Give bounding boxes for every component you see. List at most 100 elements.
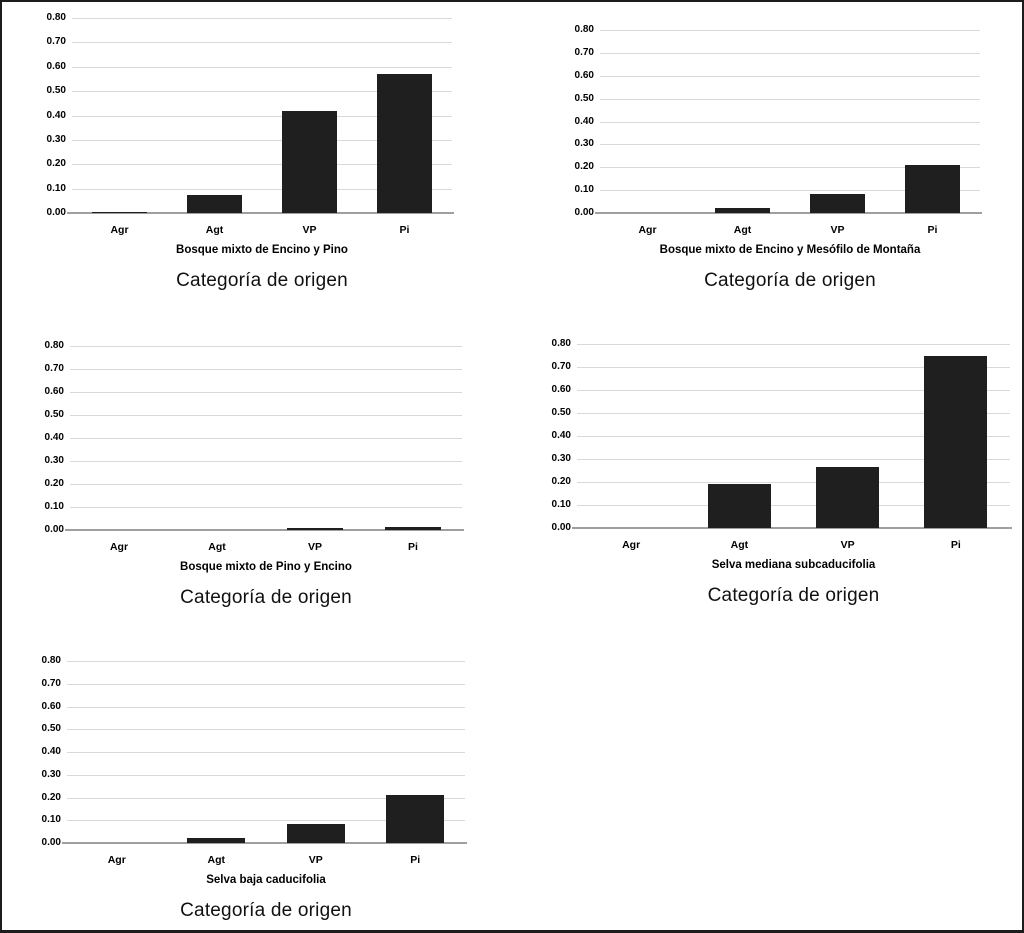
y-tick-label: 0.40 — [551, 430, 571, 441]
y-tick-label: 0.00 — [46, 207, 66, 218]
gridline — [70, 438, 462, 439]
gridline — [67, 706, 465, 708]
gridline — [70, 346, 462, 347]
chart-title: Bosque mixto de Encino y Pino — [176, 244, 348, 256]
gridline — [72, 188, 452, 190]
x-category-label: Agr — [109, 541, 129, 553]
y-tick-label: 0.60 — [41, 700, 61, 712]
bar-agt — [187, 838, 246, 843]
plot-area — [595, 30, 982, 214]
gridline — [72, 66, 452, 68]
y-tick-label: 0.30 — [551, 453, 571, 464]
y-tick-label: 0.00 — [551, 522, 571, 533]
x-axis-line — [67, 212, 454, 214]
bar-agr — [91, 211, 148, 213]
gridline — [72, 42, 452, 44]
gridline — [67, 820, 465, 822]
bar-pi — [924, 355, 988, 528]
gridline — [70, 484, 462, 485]
gridline — [72, 18, 452, 19]
y-tick-label: 0.80 — [41, 655, 61, 666]
chart-title: Selva baja caducifolia — [206, 874, 326, 886]
y-tick-label: 0.00 — [574, 207, 594, 218]
chart-title: Bosque mixto de Encino y Mesófilo de Mon… — [659, 244, 921, 256]
y-tick-label: 0.60 — [574, 69, 594, 81]
gridline — [600, 30, 980, 31]
gridline — [600, 167, 980, 169]
x-axis-label: Categoría de origen — [707, 585, 880, 606]
chart-bosque-mixto-de-pino-y-encino: Agr Agt VP Pi Bosque mixto de Pino y Encino… — [8, 338, 472, 610]
y-tick-label: 0.60 — [551, 384, 571, 395]
y-tick-label: 0.70 — [551, 361, 571, 372]
gridline — [600, 144, 980, 146]
x-axis-line — [62, 842, 467, 844]
gridline — [72, 164, 452, 166]
bar-vp — [809, 193, 866, 213]
x-category-label: Agt — [207, 854, 226, 866]
y-tick-label: 0.10 — [44, 501, 64, 512]
y-tick-label: 0.60 — [44, 386, 64, 397]
x-category-label: Agt — [208, 541, 226, 553]
bar-vp — [281, 110, 338, 213]
x-axis-label: Categoría de origen — [176, 270, 348, 291]
gridline — [67, 797, 465, 799]
gridline — [600, 52, 980, 54]
y-tick-label: 0.30 — [46, 133, 66, 145]
gridline — [577, 344, 1010, 345]
y-tick-label: 0.50 — [46, 85, 66, 97]
y-tick-label: 0.50 — [41, 723, 61, 735]
x-category-label: Pi — [408, 541, 418, 553]
y-tick-label: 0.30 — [44, 455, 64, 466]
x-category-labels: Agr Agt VP Pi — [72, 224, 452, 236]
y-tick-label: 0.80 — [551, 338, 571, 349]
plot-area — [67, 18, 454, 214]
gridline — [70, 507, 462, 508]
y-tick-label: 0.00 — [41, 837, 61, 848]
chart-title: Selva mediana subcaducifolia — [711, 559, 876, 571]
x-axis-label: Categoría de origen — [704, 270, 876, 291]
x-category-label: Pi — [399, 224, 410, 236]
gridline — [577, 390, 1010, 391]
gridline — [600, 75, 980, 77]
gridline — [72, 115, 452, 117]
bar-pi — [386, 795, 445, 843]
y-tick-label: 0.20 — [44, 478, 64, 489]
x-category-label: Agt — [733, 224, 752, 236]
gridline — [600, 190, 980, 192]
bar-vp — [286, 527, 344, 530]
y-tick-label: 0.40 — [574, 115, 594, 127]
gridline — [70, 392, 462, 393]
gridline — [577, 367, 1010, 368]
gridline — [70, 461, 462, 462]
chart-selva-baja-caducifolia: Agr Agt VP Pi Selva baja caducifolia Catego… — [5, 653, 475, 923]
x-axis-line — [595, 212, 982, 214]
y-tick-label: 0.40 — [44, 432, 64, 443]
gridline — [67, 774, 465, 776]
x-category-labels: Agr Agt VP Pi — [600, 224, 980, 236]
bar-pi — [376, 74, 433, 213]
y-tick-label: 0.50 — [574, 92, 594, 104]
y-tick-label: 0.80 — [46, 12, 66, 23]
bar-agt — [714, 208, 771, 213]
y-tick-label: 0.30 — [574, 138, 594, 150]
y-tick-label: 0.70 — [46, 36, 66, 48]
x-category-label: Agr — [638, 224, 657, 236]
y-tick-label: 0.80 — [574, 24, 594, 35]
y-tick-label: 0.20 — [551, 476, 571, 487]
x-category-label: Agr — [110, 224, 129, 236]
y-tick-label: 0.50 — [551, 407, 571, 418]
plot-area — [62, 661, 467, 844]
y-tick-label: 0.50 — [44, 409, 64, 420]
x-axis-label: Categoría de origen — [180, 587, 352, 608]
plot-area — [65, 346, 464, 531]
gridline — [600, 121, 980, 123]
x-category-labels: Agr Agt VP Pi — [67, 854, 465, 866]
y-tick-label: 0.70 — [574, 46, 594, 58]
x-axis-label: Categoría de origen — [180, 900, 352, 921]
chart-title: Bosque mixto de Pino y Encino — [180, 561, 352, 573]
bar-agt — [707, 484, 771, 528]
gridline — [600, 98, 980, 100]
x-category-label: VP — [840, 539, 855, 551]
x-category-labels: Agr Agt VP Pi — [70, 541, 462, 553]
